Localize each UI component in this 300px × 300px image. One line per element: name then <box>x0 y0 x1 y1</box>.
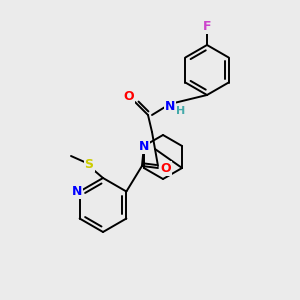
Text: O: O <box>160 161 171 175</box>
Text: N: N <box>165 100 175 113</box>
Text: N: N <box>71 185 82 198</box>
Text: S: S <box>85 158 94 170</box>
Text: F: F <box>203 20 211 32</box>
Text: N: N <box>139 140 149 152</box>
Text: H: H <box>176 106 186 116</box>
Text: O: O <box>124 89 134 103</box>
